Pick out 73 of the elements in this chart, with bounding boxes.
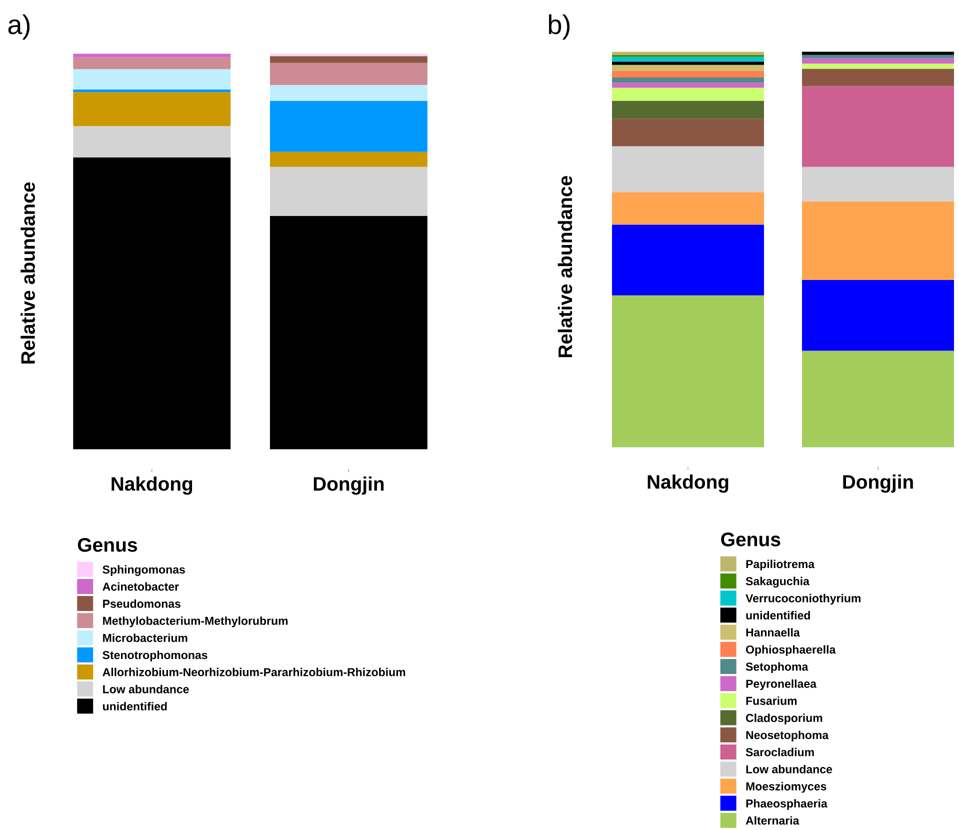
bar [73,126,231,158]
legend-title: Genus [78,538,138,552]
bar [73,92,231,126]
bar [270,216,428,450]
bar [612,52,764,55]
legend-label: Sarocladium [746,748,814,756]
bar [270,166,428,216]
legend-label: unidentified [746,611,810,620]
x-tick-label: Nakdong [648,474,728,493]
x-tick-label: Dongjin [314,476,384,495]
bar [270,152,428,167]
bar [802,58,954,64]
bar [612,82,764,88]
bar [73,57,231,70]
legend-label: Setophoma [746,662,808,674]
legend-label: Peyronellaea [746,679,817,690]
bar [73,89,231,92]
legend-title: Genus [721,532,780,546]
legend-label: Moesziomyces [746,782,826,793]
legend-label: Acinetobacter [102,582,179,591]
bar [612,77,764,83]
chart-title: a) [8,14,30,40]
x-tick-label: Dongjin [843,474,913,493]
legend-label: Papiliotrema [746,560,815,570]
bar [612,100,764,119]
bar [612,118,764,146]
bar [612,62,764,65]
legend-label: Hannaella [746,628,800,637]
legend-label: Fusarium [746,696,797,705]
legend-label: Neosetophoma [746,730,829,742]
legend-label: Alternaria [746,816,800,825]
bar [270,62,428,86]
legend-label: Low abundance [103,684,189,694]
legend-label: Cladosporium [746,714,822,724]
legend-label: Stenotrophomonas [102,650,208,662]
legend-label: Allorhizobium-Neorhizobium-Pararhizobium-Rhizobium [102,668,406,676]
bar [612,88,764,101]
bar [802,166,954,202]
bar [612,224,764,296]
legend-label: Ophiosphaerella [746,645,836,656]
legend-label: Verrucoconiothyrium [746,594,860,605]
legend-label: Low abundance [746,764,832,774]
bar [612,64,764,71]
bar [612,295,764,448]
bar [612,146,764,192]
legend-label: unidentified [103,702,167,710]
bar [802,86,954,167]
bar [802,280,954,351]
bar [802,52,954,55]
bar [612,56,764,62]
bar [270,56,428,63]
legend-label: Microbacterium [103,634,188,642]
legend-label: Methylobacterium-Methylorubrum [103,616,288,628]
legend-label: Phaeosphaeria [746,799,828,810]
bar [270,85,428,101]
legend-label: Pseudomonas [103,599,180,608]
bar [270,100,428,152]
bar [802,64,954,69]
bar [802,201,954,280]
bar [612,192,764,225]
legend-label: Sphingomonas [102,565,185,576]
y-axis-title: Relative abundance [558,176,572,358]
bar [612,70,764,78]
bar [73,54,231,58]
legend-label: Sakaguchia [746,576,810,588]
bar [73,69,231,90]
x-tick-label: Nakdong [112,476,192,495]
y-axis-title: Relative abundance [20,182,35,364]
bar [73,157,231,450]
chart-title: b) [548,14,570,40]
bar [802,68,954,86]
bar [802,350,954,448]
bar [802,54,954,58]
